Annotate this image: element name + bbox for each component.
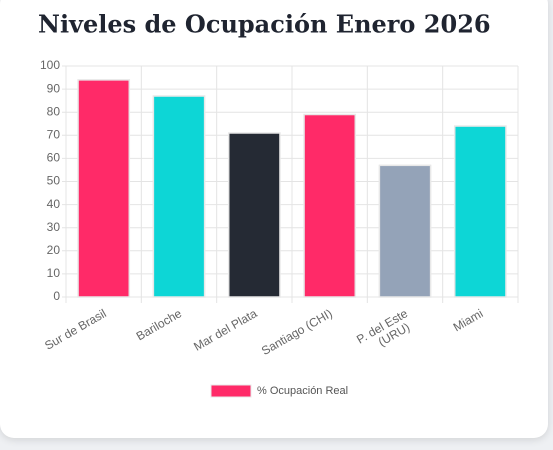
bar [303, 113, 357, 298]
legend-label: % Ocupación Real [257, 385, 348, 397]
x-tick-label-line: Santiago (CHI) [259, 306, 335, 358]
legend-swatch [210, 384, 252, 398]
x-tick-label: Mar del Plata [191, 306, 260, 354]
bar [453, 125, 507, 298]
y-tick-label: 70 [47, 127, 61, 141]
chart-title: Niveles de Ocupación Enero 2026 [38, 10, 491, 39]
bar [152, 95, 206, 298]
y-tick-label: 40 [47, 197, 61, 211]
x-tick-label: Miami [451, 306, 486, 334]
y-tick-label: 10 [47, 266, 61, 280]
y-tick-label: 60 [47, 151, 61, 165]
x-tick-label-line: Bariloche [134, 306, 185, 343]
y-tick-label: 80 [47, 104, 61, 118]
y-tick-label: 20 [47, 243, 61, 257]
y-tick-label: 90 [47, 81, 61, 95]
y-tick-label: 100 [40, 58, 60, 72]
x-tick-label: P. del Este(URU) [354, 306, 412, 349]
x-tick-label-line: Sur de Brasil [42, 306, 108, 352]
y-tick-label: 0 [53, 289, 60, 303]
bar [227, 132, 281, 298]
bar [378, 164, 432, 298]
bar [77, 79, 131, 298]
x-tick-label: Santiago (CHI) [259, 306, 335, 358]
y-tick-label: 50 [47, 174, 61, 188]
x-tick-label-line: Miami [451, 306, 486, 334]
x-tick-label: Sur de Brasil [42, 306, 108, 352]
x-tick-label: Bariloche [134, 306, 185, 343]
x-tick-label-line: Mar del Plata [191, 306, 260, 354]
y-tick-label: 30 [47, 220, 61, 234]
